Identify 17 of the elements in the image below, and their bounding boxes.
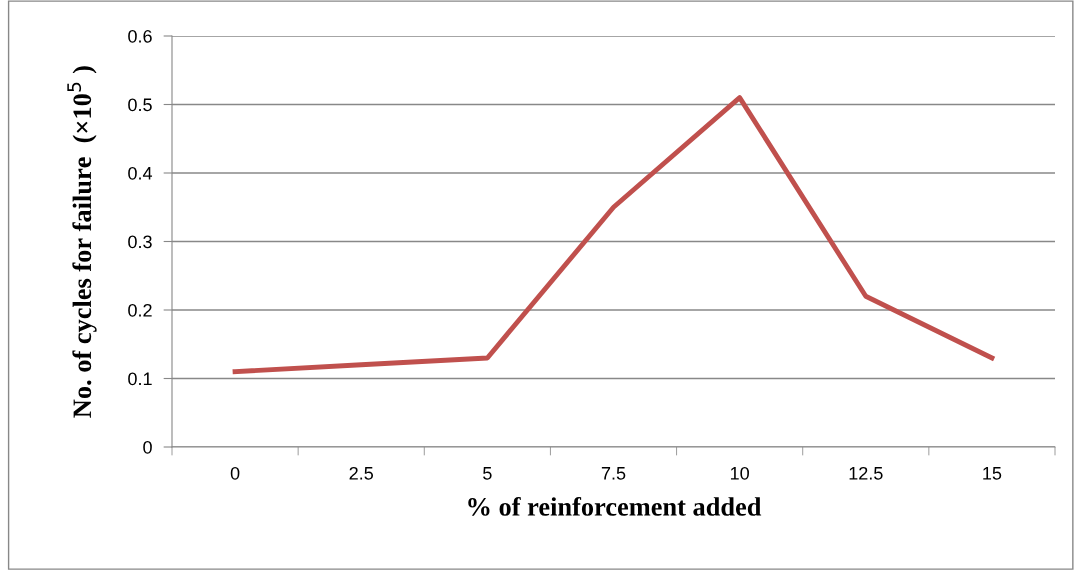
y-axis-title: No. of cycles for failure (×10$^{5}$ ) xyxy=(67,66,97,418)
y-tick-label: 0.2 xyxy=(128,303,152,317)
x-tick-label: 15 xyxy=(983,467,1002,480)
x-tick-label: 10 xyxy=(730,466,749,480)
y-tick-label: 0.5 xyxy=(128,98,152,112)
x-tick-label: 0 xyxy=(230,466,240,480)
x-tick-label: 12.5 xyxy=(849,466,883,480)
x-tick-label: 5 xyxy=(483,467,492,480)
y-tick-label: 0.6 xyxy=(128,29,152,43)
y-tick-label: 0.3 xyxy=(128,235,152,249)
x-tick-label: 2.5 xyxy=(349,466,374,480)
x-axis-title: % of reinforcement added xyxy=(468,496,762,516)
y-tick-label: 0 xyxy=(143,440,152,454)
line-series xyxy=(232,95,995,375)
x-tick-label: 7.5 xyxy=(601,467,626,480)
y-tick-label: 0.4 xyxy=(128,166,153,180)
y-tick-label: 0.1 xyxy=(128,372,152,386)
